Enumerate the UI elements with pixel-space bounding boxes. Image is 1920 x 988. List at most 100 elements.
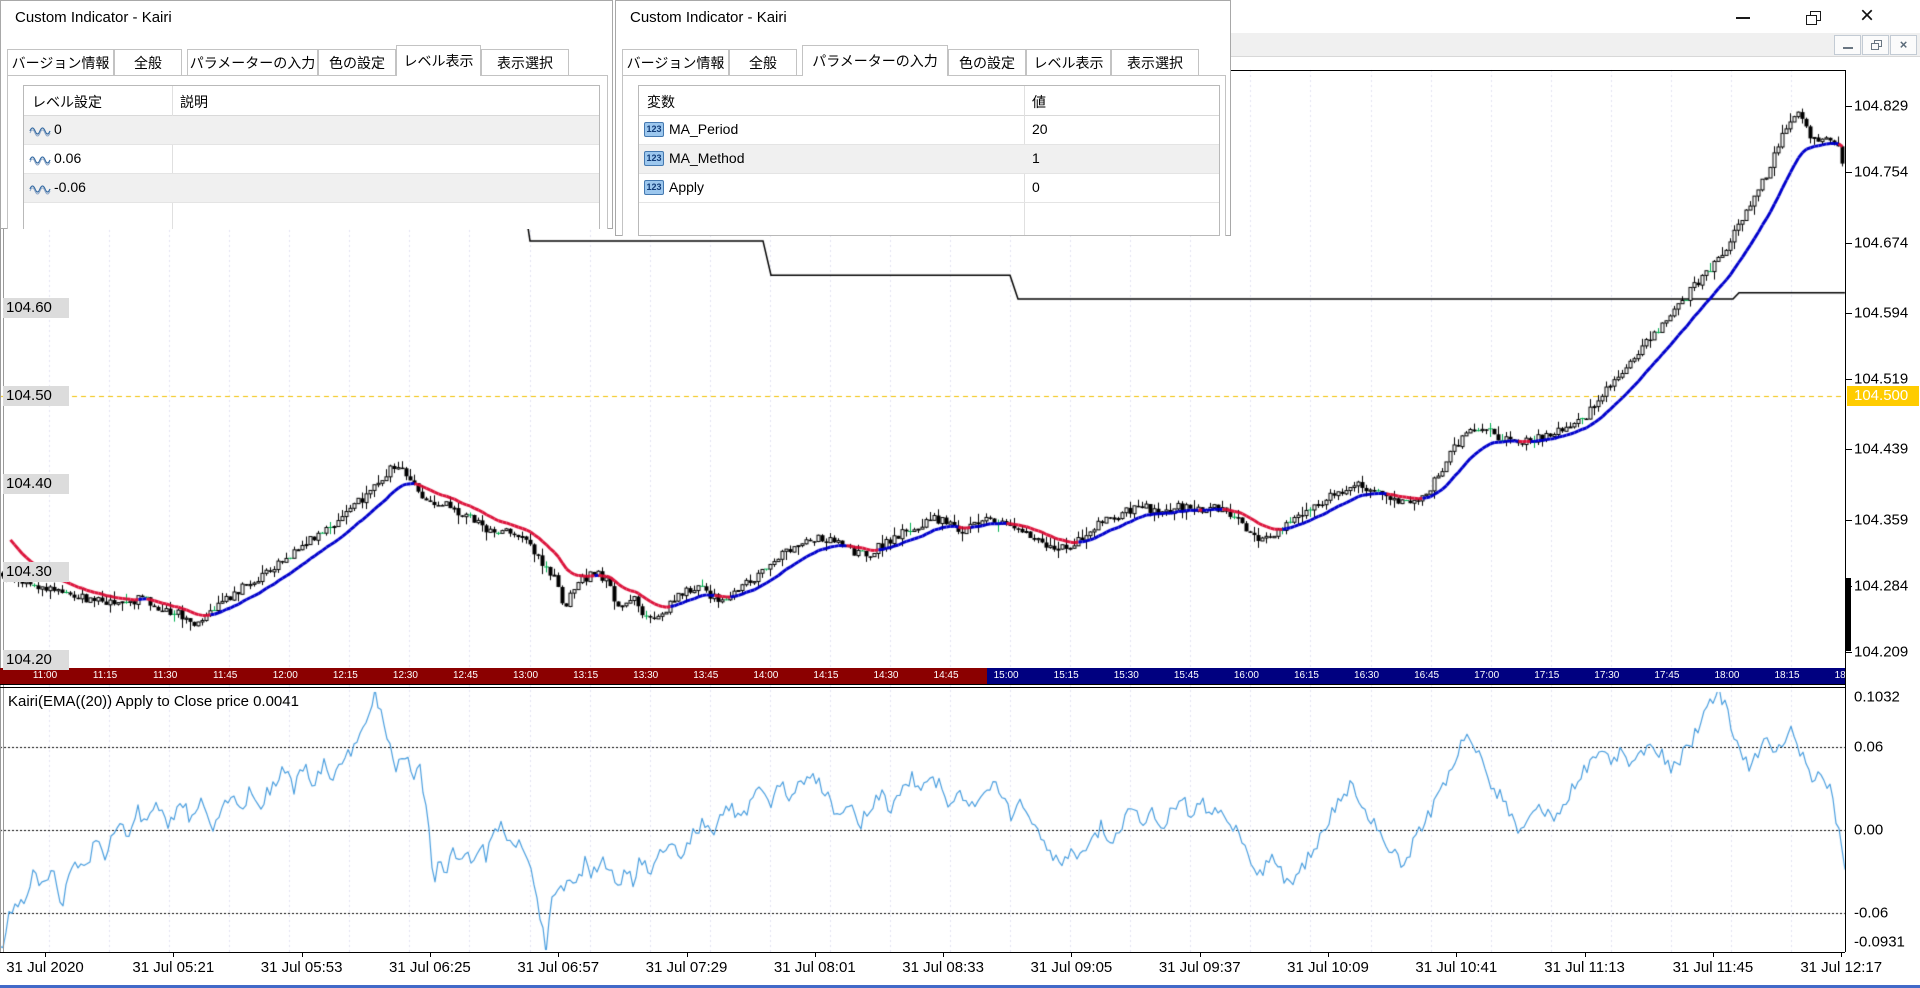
window-restore-button[interactable] [1790,4,1836,30]
indicator-scale-label: -0.06 [1854,904,1889,922]
timebar-label: 17:45 [1654,670,1680,681]
indicator-scale-label: 0.06 [1854,738,1884,756]
cell-value[interactable]: 1 [1032,150,1040,166]
timebar-label: 14:00 [753,670,779,681]
levels-table[interactable]: レベル設定 説明 0 0.06 -0.06 [23,85,600,229]
price-label: 104.439 [1854,440,1909,458]
timebar-label: 12:00 [272,670,298,681]
tab-全般[interactable]: 全般 [729,49,797,76]
scale-marker-bar [1846,578,1851,651]
tab-色の設定[interactable]: 色の設定 [948,49,1026,76]
chart-minimize-button[interactable] [1834,35,1861,55]
price-label: 104.829 [1854,97,1909,115]
window-bottom-edge [0,985,1920,988]
chart-top-border [1231,70,1845,71]
axis-tick [558,953,560,957]
tab-レベル表示[interactable]: レベル表示 [1026,49,1111,76]
tab-色の設定[interactable]: 色の設定 [318,49,396,76]
axis-label: 31 Jul 08:01 [773,959,856,976]
price-label: 104.284 [1854,577,1909,595]
axis-label: 31 Jul 10:41 [1415,959,1498,976]
window-minimize-button[interactable] [1720,4,1766,30]
numeric-123-icon: 123 [644,151,664,166]
timebar-label: 13:00 [513,670,539,681]
axis-tick [686,953,688,957]
column-header-説明: 説明 [180,94,208,110]
intraday-time-bar: 11:00 11:15 11:30 11:45 12:00 12:15 12:30 12:45… [0,668,1845,684]
dialog-title: Custom Indicator - Kairi [15,9,172,26]
axis-tick [814,953,816,957]
timebar-label: 18:00 [1714,670,1740,681]
inputs-table[interactable]: 変数 値 123 MA_Period 20 123 MA_Method 1 123 Apply 0 [638,85,1220,236]
minimize-icon [1736,17,1750,19]
session-segment-blue [987,668,1845,684]
timebar-label: 12:45 [452,670,478,681]
axis-label: 31 Jul 08:33 [902,959,984,976]
close-icon: × [1899,37,1908,52]
table-row[interactable]: 0.06 [24,145,599,174]
tab-表示選択[interactable]: 表示選択 [1111,49,1199,76]
price-label: 104.519 [1854,370,1909,388]
timebar-label: 16:45 [1414,670,1440,681]
grid-price-label: 104.40 [3,473,69,494]
indicator-properties-dialog-levels[interactable]: Custom Indicator - Kairi バージョン情報 全般 パラメーター… [0,0,613,229]
axis-tick [1456,953,1458,957]
table-row[interactable]: -0.06 [24,174,599,203]
chart-restore-button[interactable] [1862,35,1889,55]
axis-tick [1328,953,1329,957]
panel-separator[interactable] [0,684,1920,685]
table-row[interactable]: 123 Apply 0 [639,174,1219,203]
timebar-label: 13:45 [693,670,719,681]
table-row[interactable]: 123 MA_Method 1 [639,145,1219,174]
timebar-label: 14:15 [813,670,839,681]
tab-レベル表示[interactable]: レベル表示 [396,45,481,76]
tab-パラメーターの入力[interactable]: パラメーターの入力 [802,45,948,76]
tab-バージョン情報[interactable]: バージョン情報 [622,49,729,76]
price-tick [1846,242,1852,244]
timebar-label: 17:30 [1594,670,1620,681]
price-label: 104.209 [1854,643,1909,661]
price-label: 104.359 [1854,511,1909,529]
numeric-123-icon: 123 [644,180,664,195]
axis-label: 31 Jul 12:17 [1800,959,1883,976]
tab-パラメーターの入力[interactable]: パラメーターの入力 [187,49,318,76]
table-row[interactable]: 123 MA_Period 20 [639,116,1219,145]
price-scale[interactable]: 104.829 104.754 104.674 104.594 104.519 104.4… [1845,57,1920,988]
minimize-icon [1843,47,1853,49]
axis-tick [1071,953,1073,957]
table-header: 変数 値 [639,86,1219,116]
tab-表示選択[interactable]: 表示選択 [481,49,569,76]
time-axis[interactable]: 31 Jul 2020 31 Jul 05:21 31 Jul 05:53 31 Ju… [0,953,1920,985]
timebar-label: 18:15 [1774,670,1800,681]
axis-tick [301,953,303,957]
tab-全般[interactable]: 全般 [114,49,182,76]
window-close-button[interactable]: × [1860,4,1906,30]
price-label: 104.674 [1854,234,1909,252]
indicator-properties-dialog-inputs[interactable]: Custom Indicator - Kairi バージョン情報 全般 パラメーター… [615,0,1231,236]
table-row[interactable]: 0 [24,116,599,145]
axis-label: 31 Jul 10:09 [1287,959,1369,976]
axis-label: 31 Jul 11:13 [1544,959,1625,976]
chart-close-button[interactable]: × [1890,35,1917,55]
dialog-title: Custom Indicator - Kairi [630,9,787,26]
timebar-label: 15:00 [993,670,1019,681]
axis-label: 31 Jul 07:29 [645,959,728,976]
timebar-label: 15:45 [1173,670,1199,681]
price-label: 104.754 [1854,163,1909,181]
timebar-label: 15:30 [1113,670,1139,681]
panel-separator[interactable] [0,687,1920,688]
cell-value[interactable]: 20 [1032,121,1048,137]
tab-バージョン情報[interactable]: バージョン情報 [7,49,114,76]
timebar-label: 17:00 [1474,670,1500,681]
timebar-label: 11:45 [213,670,238,681]
axis-label: 31 Jul 09:37 [1158,959,1241,976]
axis-tick [943,953,945,957]
axis-tick [45,953,46,957]
level-wave-icon [29,124,51,137]
session-segment-red [0,668,987,684]
axis-label: 31 Jul 06:25 [389,959,471,976]
numeric-123-icon: 123 [644,122,664,137]
timebar-label: 16:00 [1233,670,1259,681]
cell-value[interactable]: 0 [1032,179,1040,195]
axis-label: 31 Jul 06:57 [517,959,600,976]
